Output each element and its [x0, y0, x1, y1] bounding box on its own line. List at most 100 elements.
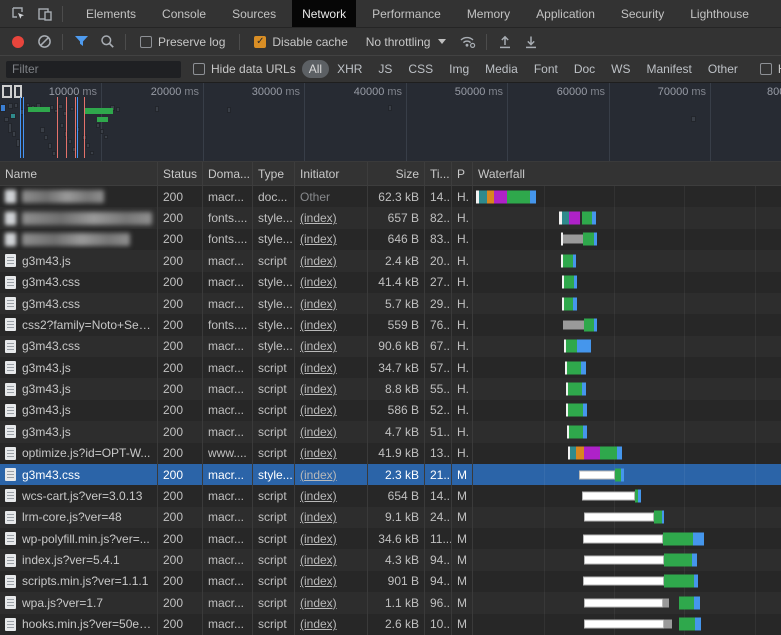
preserve-log-checkbox[interactable]: Preserve log: [132, 35, 233, 49]
checkbox-unchecked-icon: [140, 35, 152, 48]
device-toolbar-icon[interactable]: [32, 3, 58, 25]
table-row[interactable]: wp-polyfill.min.js?ver=... 200 macr... scri…: [0, 528, 781, 550]
filter-type-other[interactable]: Other: [707, 62, 738, 76]
column-header-priority[interactable]: P: [452, 162, 473, 185]
initiator-link[interactable]: (index): [300, 446, 337, 461]
filter-type-font[interactable]: Font: [533, 62, 558, 76]
file-doc-icon: [5, 318, 16, 332]
filter-input[interactable]: [6, 60, 181, 78]
filter-type-css[interactable]: CSS: [408, 62, 434, 76]
initiator-link[interactable]: (index): [300, 232, 337, 247]
tab-network[interactable]: Network: [292, 0, 357, 27]
throttling-select[interactable]: No throttling: [358, 35, 455, 49]
network-toolbar: Preserve log ✓ Disable cache No throttli…: [0, 27, 781, 55]
initiator-link[interactable]: (index): [300, 488, 337, 503]
clear-button[interactable]: [32, 31, 56, 53]
filter-type-media[interactable]: Media: [485, 62, 518, 76]
filter-type-manifest[interactable]: Manifest: [646, 62, 692, 76]
cell-waterfall: [473, 186, 781, 207]
table-row[interactable]: hooks.min.js?ver=50e2... 200 macr... script…: [0, 613, 781, 635]
table-row[interactable]: g3m43.css 200 macr... style... (index) 41.4 k…: [0, 271, 781, 293]
table-row[interactable]: g3m43.css 200 macr... style... (index) 90.6 k…: [0, 335, 781, 357]
initiator-link[interactable]: (index): [300, 403, 337, 418]
table-row[interactable]: 200 fonts.... style... (index) 657 B 82... H.: [0, 207, 781, 229]
tab-application[interactable]: Application: [536, 6, 595, 21]
filter-type-doc[interactable]: Doc: [573, 62, 596, 76]
tab-elements[interactable]: Elements: [86, 6, 137, 21]
disable-cache-checkbox[interactable]: ✓ Disable cache: [246, 35, 355, 49]
table-row[interactable]: lrm-core.js?ver=48 200 macr... script (index…: [0, 506, 781, 528]
table-row[interactable]: g3m43.js 200 macr... script (index) 4.7 kB 51.…: [0, 421, 781, 443]
table-row[interactable]: g3m43.js 200 macr... script (index) 8.8 kB 55.…: [0, 378, 781, 400]
initiator-link[interactable]: (index): [300, 467, 337, 482]
record-button[interactable]: [6, 31, 30, 53]
column-header-status[interactable]: Status: [158, 162, 203, 185]
cell-name: [0, 207, 158, 229]
table-row[interactable]: g3m43.js 200 macr... script (index) 2.4 kB 20.…: [0, 250, 781, 272]
filter-type-all[interactable]: All: [301, 60, 330, 78]
initiator-link[interactable]: (index): [300, 382, 337, 397]
table-row[interactable]: wcs-cart.js?ver=3.0.13 200 macr... script (i…: [0, 485, 781, 507]
filter-type-js[interactable]: JS: [378, 62, 393, 76]
initiator-link[interactable]: (index): [300, 275, 337, 290]
initiator-link[interactable]: (index): [300, 574, 337, 589]
blocked-cookies-checkbox[interactable]: Has blocked cookies: [759, 62, 781, 76]
network-overview-timeline[interactable]: 10000 ms 20000 ms 30000 ms 40000 ms 50000 ms 60000…: [0, 82, 781, 162]
initiator-link[interactable]: (index): [300, 424, 337, 439]
initiator-link[interactable]: (index): [300, 296, 337, 311]
table-row[interactable]: css2?family=Noto+Ser... 200 fonts.... style…: [0, 314, 781, 336]
overview-drag-handle[interactable]: [2, 85, 12, 98]
filter-type-xhr[interactable]: XHR: [337, 62, 363, 76]
filter-type-img[interactable]: Img: [449, 62, 470, 76]
import-har-button[interactable]: [493, 31, 517, 53]
column-header-time[interactable]: Ti...: [425, 162, 452, 185]
initiator-link[interactable]: (index): [300, 595, 337, 610]
initiator-link[interactable]: (index): [300, 317, 337, 332]
export-har-button[interactable]: [519, 31, 543, 53]
initiator-link[interactable]: (index): [300, 510, 337, 525]
initiator-link[interactable]: (index): [300, 253, 337, 268]
tab-performance[interactable]: Performance: [372, 6, 441, 21]
tab-lighthouse[interactable]: Lighthouse: [690, 6, 749, 21]
initiator-link[interactable]: (index): [300, 553, 337, 568]
initiator-link[interactable]: (index): [300, 211, 337, 226]
cell-domain: fonts....: [203, 228, 253, 251]
table-row[interactable]: g3m43.css 200 macr... style... (index) 5.7 kB…: [0, 292, 781, 315]
initiator-link[interactable]: (index): [300, 531, 337, 546]
table-row[interactable]: 200 fonts.... style... (index) 646 B 83... H.: [0, 228, 781, 251]
table-row[interactable]: index.js?ver=5.4.1 200 macr... script (index…: [0, 549, 781, 571]
filter-type-ws[interactable]: WS: [611, 62, 631, 76]
filter-toggle-button[interactable]: [69, 31, 93, 53]
overview-drag-handle[interactable]: [14, 85, 22, 98]
cell-status: 200: [158, 549, 203, 571]
request-name: wp-polyfill.min.js?ver=...: [22, 531, 150, 546]
tab-security[interactable]: Security: [620, 6, 665, 21]
network-conditions-button[interactable]: [456, 31, 480, 53]
table-row[interactable]: 200 macr... doc... Other 62.3 kB 14... H.: [0, 186, 781, 208]
table-row[interactable]: scripts.min.js?ver=1.1.1 200 macr... script…: [0, 570, 781, 593]
table-row[interactable]: g3m43.js 200 macr... script (index) 34.7 kB 57…: [0, 357, 781, 379]
tab-sources[interactable]: Sources: [232, 6, 277, 21]
table-row[interactable]: optimize.js?id=OPT-W... 200 www.... script (…: [0, 442, 781, 464]
column-header-name[interactable]: Name: [0, 162, 158, 185]
column-header-initiator[interactable]: Initiator: [295, 162, 368, 185]
tab-memory[interactable]: Memory: [466, 6, 511, 21]
column-header-domain[interactable]: Doma...: [203, 162, 253, 185]
tab-console[interactable]: Console: [162, 6, 207, 21]
initiator-link[interactable]: (index): [300, 360, 337, 375]
search-button[interactable]: [95, 31, 119, 53]
waterfall-bar: [561, 232, 597, 246]
table-row[interactable]: g3m43.js 200 macr... script (index) 586 B 52..…: [0, 399, 781, 422]
waterfall-segment-orange: [576, 446, 584, 460]
table-row[interactable]: wpa.js?ver=1.7 200 macr... script (index) 1.1…: [0, 592, 781, 614]
hide-data-urls-checkbox[interactable]: Hide data URLs: [193, 62, 296, 76]
waterfall-segment-magenta: [569, 211, 580, 225]
column-header-size[interactable]: Size: [368, 162, 425, 185]
initiator-link[interactable]: (index): [300, 339, 337, 354]
table-row[interactable]: g3m43.css 200 macr... style... (index) 2.3 kB…: [0, 463, 781, 486]
column-header-type[interactable]: Type: [253, 162, 295, 185]
initiator-link[interactable]: (index): [300, 617, 337, 632]
column-header-waterfall[interactable]: Waterfall: [478, 166, 525, 181]
cell-type: style...: [253, 314, 295, 336]
inspect-element-icon[interactable]: [6, 3, 32, 25]
